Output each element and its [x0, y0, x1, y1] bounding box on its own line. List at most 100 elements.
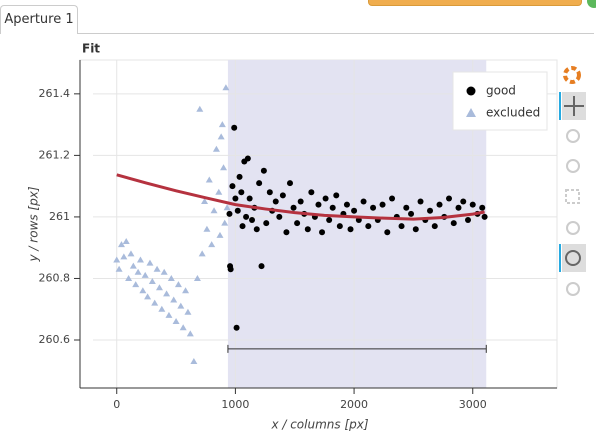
point	[160, 268, 168, 275]
point	[226, 210, 233, 217]
point	[481, 213, 488, 220]
point	[177, 302, 185, 309]
point	[238, 189, 245, 196]
point	[222, 84, 230, 91]
point	[215, 188, 223, 195]
top-button[interactable]	[368, 0, 582, 6]
point	[276, 213, 283, 220]
reset-tool[interactable]	[566, 282, 580, 296]
tab[interactable]: Aperture 1	[0, 5, 78, 34]
point	[186, 330, 194, 337]
point	[258, 263, 265, 270]
point	[120, 253, 128, 260]
tool-active	[559, 244, 561, 272]
point	[127, 250, 135, 257]
point	[125, 274, 133, 281]
y-tick-label: 261.2	[39, 148, 71, 161]
point	[286, 180, 293, 187]
x-axis-label: x / columns [px]	[270, 418, 368, 432]
point	[333, 192, 340, 199]
point	[436, 201, 443, 208]
point	[179, 324, 187, 331]
point	[198, 250, 206, 257]
point	[155, 284, 163, 291]
x-tick-label: 3000	[459, 398, 487, 411]
point	[163, 290, 171, 297]
box-select-tool[interactable]	[565, 189, 580, 204]
tap-tool[interactable]	[566, 221, 580, 235]
point	[190, 358, 198, 365]
point	[260, 167, 267, 174]
point	[208, 241, 216, 248]
plot-area: 0 1000 2000 3000 260.6 260.8 261 261.2 261.4 good…	[39, 59, 558, 411]
point	[113, 256, 121, 263]
pan-icon	[564, 96, 584, 116]
point	[216, 231, 224, 238]
point	[272, 198, 279, 205]
point	[290, 204, 297, 211]
point	[233, 324, 240, 331]
range-bar	[227, 344, 487, 353]
point	[223, 204, 231, 211]
point	[170, 296, 178, 303]
point	[417, 198, 424, 205]
point	[315, 201, 322, 208]
point	[389, 195, 396, 202]
point	[221, 219, 229, 226]
point	[244, 155, 251, 162]
point	[201, 198, 209, 205]
point	[117, 241, 125, 248]
point	[243, 213, 250, 220]
x-tick-label: 0	[113, 398, 120, 411]
point	[158, 305, 166, 312]
point	[283, 229, 290, 236]
point	[136, 256, 144, 263]
point	[384, 229, 391, 236]
point	[347, 226, 354, 233]
legend-marker	[466, 108, 476, 117]
point	[134, 268, 142, 275]
point	[153, 265, 161, 272]
x-tick-label: 1000	[221, 398, 249, 411]
point	[450, 220, 457, 227]
point	[370, 204, 377, 211]
tool-active	[559, 92, 561, 120]
point	[379, 201, 386, 208]
point	[398, 223, 405, 230]
point	[297, 198, 304, 205]
point	[122, 238, 130, 245]
point	[182, 287, 190, 294]
point	[294, 220, 301, 227]
x-tick-label: 2000	[340, 398, 368, 411]
point	[212, 145, 220, 152]
y-tick-label: 261	[49, 210, 70, 223]
bokeh-logo[interactable]	[563, 66, 581, 84]
point	[322, 195, 329, 202]
point	[253, 226, 260, 233]
point	[174, 281, 182, 288]
point	[218, 121, 226, 128]
point	[184, 308, 192, 315]
point	[360, 198, 367, 205]
point	[227, 266, 234, 273]
point	[236, 173, 243, 180]
point	[232, 195, 239, 202]
point	[336, 223, 343, 230]
point	[365, 223, 372, 230]
point	[408, 210, 415, 217]
point	[263, 220, 270, 227]
point	[329, 204, 336, 211]
point	[165, 311, 173, 318]
point	[460, 198, 467, 205]
point	[446, 195, 453, 202]
fit-region	[227, 60, 487, 388]
point	[351, 207, 358, 214]
point	[308, 189, 315, 196]
point	[279, 192, 286, 199]
point	[144, 293, 152, 300]
zoom-tool[interactable]	[566, 159, 580, 173]
lasso-tool[interactable]	[566, 129, 580, 143]
legend	[452, 71, 548, 131]
point	[167, 274, 175, 281]
